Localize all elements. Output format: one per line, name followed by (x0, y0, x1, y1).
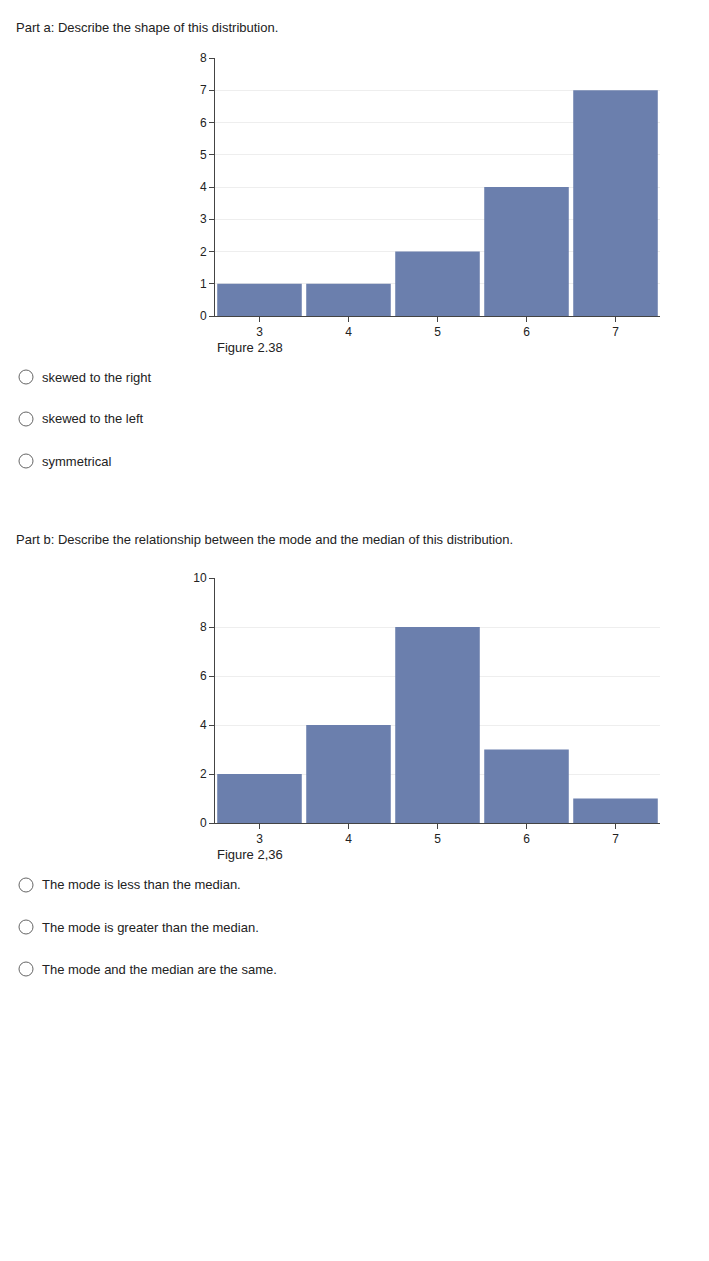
svg-text:skewed to the right: skewed to the right (42, 370, 152, 385)
svg-text:3: 3 (200, 212, 207, 226)
svg-text:5: 5 (434, 832, 441, 846)
svg-text:5: 5 (200, 148, 207, 162)
svg-text:symmetrical: symmetrical (42, 454, 111, 469)
svg-text:10: 10 (193, 571, 207, 585)
svg-text:Part a: Describe the shape of: Part a: Describe the shape of this distr… (16, 20, 278, 35)
svg-text:7: 7 (200, 83, 207, 97)
svg-text:3: 3 (256, 832, 263, 846)
svg-text:skewed to the left: skewed to the left (42, 411, 144, 426)
svg-text:7: 7 (612, 832, 619, 846)
svg-text:Figure 2,36: Figure 2,36 (217, 847, 283, 862)
svg-text:2: 2 (200, 245, 207, 259)
svg-text:5: 5 (434, 325, 441, 339)
svg-text:6: 6 (200, 669, 207, 683)
svg-text:The mode is greater than the m: The mode is greater than the median. (42, 920, 259, 935)
svg-text:The mode and the median are th: The mode and the median are the same. (42, 962, 277, 977)
svg-text:4: 4 (345, 832, 352, 846)
svg-text:4: 4 (200, 180, 207, 194)
svg-text:6: 6 (523, 325, 530, 339)
svg-text:The mode is less than the medi: The mode is less than the median. (42, 877, 241, 892)
svg-text:0: 0 (200, 816, 207, 830)
svg-text:7: 7 (612, 325, 619, 339)
svg-text:8: 8 (200, 51, 207, 65)
svg-text:2: 2 (200, 767, 207, 781)
svg-text:0: 0 (200, 309, 207, 323)
svg-text:Figure 2.38: Figure 2.38 (217, 340, 283, 355)
svg-text:6: 6 (200, 116, 207, 130)
svg-text:Part b: Describe the relations: Part b: Describe the relationship betwee… (16, 532, 513, 547)
svg-text:4: 4 (345, 325, 352, 339)
svg-text:6: 6 (523, 832, 530, 846)
svg-text:4: 4 (200, 718, 207, 732)
svg-text:1: 1 (200, 277, 207, 291)
svg-text:3: 3 (256, 325, 263, 339)
svg-text:8: 8 (200, 620, 207, 634)
